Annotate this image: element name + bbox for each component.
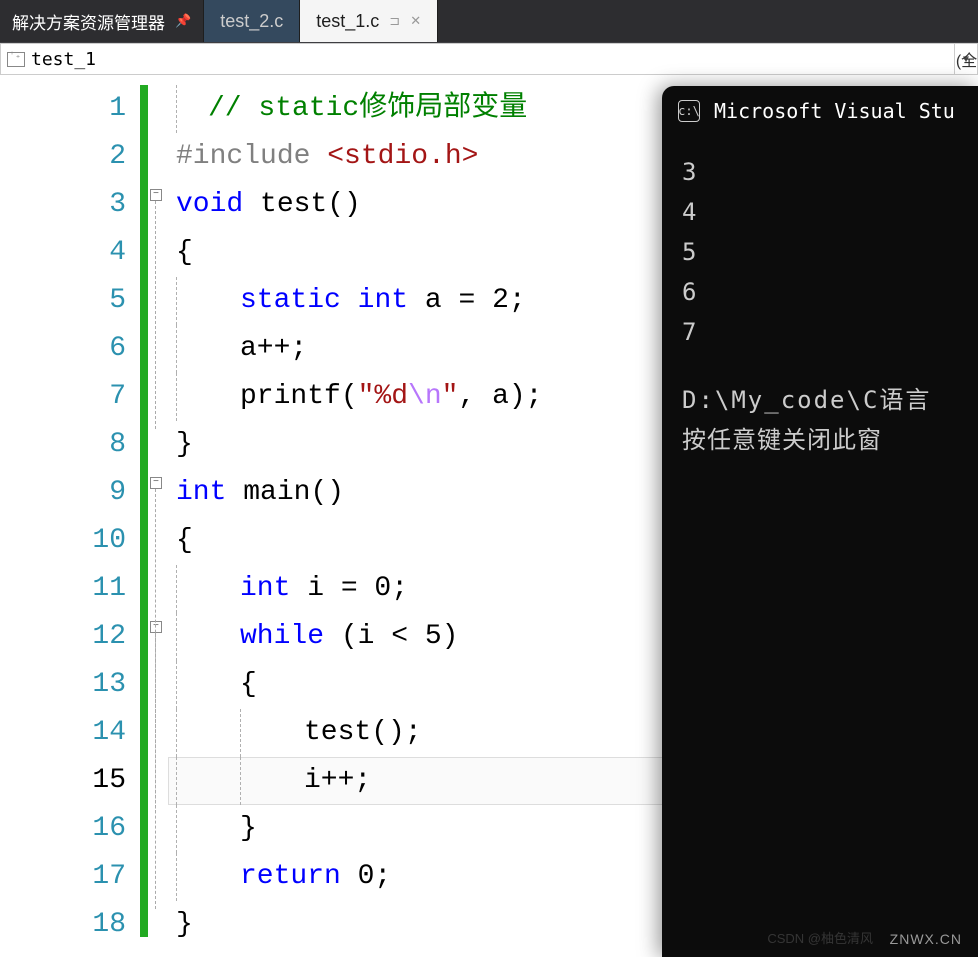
code-token: { [176,237,193,268]
console-output-line: 6 [682,272,958,312]
console-output-line: 7 [682,312,958,352]
line-number: 5 [0,277,126,325]
tab-test1[interactable]: test_1.c ⊐ ✕ [300,0,438,42]
tab-test2[interactable]: test_2.c [204,0,300,42]
console-output-line: 5 [682,232,958,272]
line-number: 7 [0,373,126,421]
indent-guide [176,805,177,853]
code-token: main() [226,477,344,508]
indent-guide [176,661,177,709]
code-token: void [176,189,243,220]
code-token: { [240,669,257,700]
line-number: 4 [0,229,126,277]
line-number: 14 [0,709,126,757]
pin-icon[interactable]: ⊐ [389,13,400,29]
indent-guide [240,757,241,805]
code-token: a = 2; [408,285,526,316]
code-token: int [240,573,290,604]
indent-guide [176,709,177,757]
fold-guide-line [155,633,156,813]
console-path: D:\My_code\C语言 [682,380,958,420]
watermark-sub: CSDN @柚色清风 [767,928,873,947]
console-title: Microsoft Visual Stu [714,99,955,123]
code-token: } [176,909,193,940]
console-body: 34567 D:\My_code\C语言 按任意键关闭此窗 [662,136,978,476]
line-number: 12 [0,613,126,661]
indent-guide [176,373,177,421]
fold-toggle-icon[interactable]: − [150,621,162,633]
indent-guide [240,709,241,757]
indent-guide [176,613,177,661]
code-token: a++; [240,333,307,364]
close-icon[interactable]: ✕ [410,13,421,29]
console-output-line: 3 [682,152,958,192]
line-number: 1 [0,85,126,133]
line-number: 18 [0,901,126,949]
code-token: return [240,861,341,892]
fold-toggle-icon[interactable]: − [150,189,162,201]
line-number: 16 [0,805,126,853]
line-number: 2 [0,133,126,181]
code-token: "%d [358,381,408,412]
code-token: static [240,285,341,316]
file-scope-selector[interactable]: test_1 ▼ [0,43,978,75]
file-selector-text: test_1 [31,49,96,70]
code-token: int [176,477,226,508]
code-token: } [176,429,193,460]
code-token: while [240,621,324,652]
tab-active-label: test_1.c [316,11,379,32]
indent-guide [176,565,177,613]
line-number: 3 [0,181,126,229]
code-token [341,285,358,316]
line-number: 10 [0,517,126,565]
file-icon [7,52,25,67]
pin-icon[interactable]: 📌 [175,13,191,29]
indent-guide [176,277,177,325]
code-token: i = 0; [290,573,408,604]
code-token: i++; [304,765,371,796]
fold-toggle-icon[interactable]: − [150,477,162,489]
code-token: test(); [304,717,422,748]
code-token: // static修饰局部变量 [208,93,527,124]
tab-solution-explorer[interactable]: 解决方案资源管理器 📌 [0,0,204,42]
line-number: 8 [0,421,126,469]
console-output-line: 4 [682,192,958,232]
code-token: 0; [341,861,391,892]
line-number: 13 [0,661,126,709]
code-token: " [442,381,459,412]
code-token: <stdio.h> [327,141,478,172]
line-number-gutter: 123456789101112131415161718 [0,75,140,937]
change-indicator-bar [140,85,148,937]
line-number: 17 [0,853,126,901]
indent-guide [176,325,177,373]
fold-guide-line [155,201,156,429]
tab-inactive-label: test_2.c [220,11,283,32]
tab-bar: 解决方案资源管理器 📌 test_2.c test_1.c ⊐ ✕ [0,0,978,43]
code-token: printf( [240,381,358,412]
code-token: #include [176,141,327,172]
terminal-icon: c:\ [678,100,700,122]
right-panel-edge: (全 [954,43,978,75]
indent-guide [176,853,177,901]
solution-explorer-label: 解决方案资源管理器 [12,9,165,34]
indent-guide [176,757,177,805]
code-token: , a); [458,381,542,412]
watermark: ZNWX.CN [890,931,962,947]
code-token: int [358,285,408,316]
code-token: \n [408,381,442,412]
code-token: (i < 5) [324,621,458,652]
indent-guide [176,85,177,133]
console-prompt: 按任意键关闭此窗 [682,420,958,460]
fold-column: − − − [148,75,168,937]
code-token: } [240,813,257,844]
line-number: 11 [0,565,126,613]
line-number: 9 [0,469,126,517]
line-number: 15 [0,757,126,805]
console-title-bar[interactable]: c:\ Microsoft Visual Stu [662,86,978,136]
console-window: c:\ Microsoft Visual Stu 34567 D:\My_cod… [662,86,978,957]
code-token: { [176,525,193,556]
code-token: test() [243,189,361,220]
line-number: 6 [0,325,126,373]
